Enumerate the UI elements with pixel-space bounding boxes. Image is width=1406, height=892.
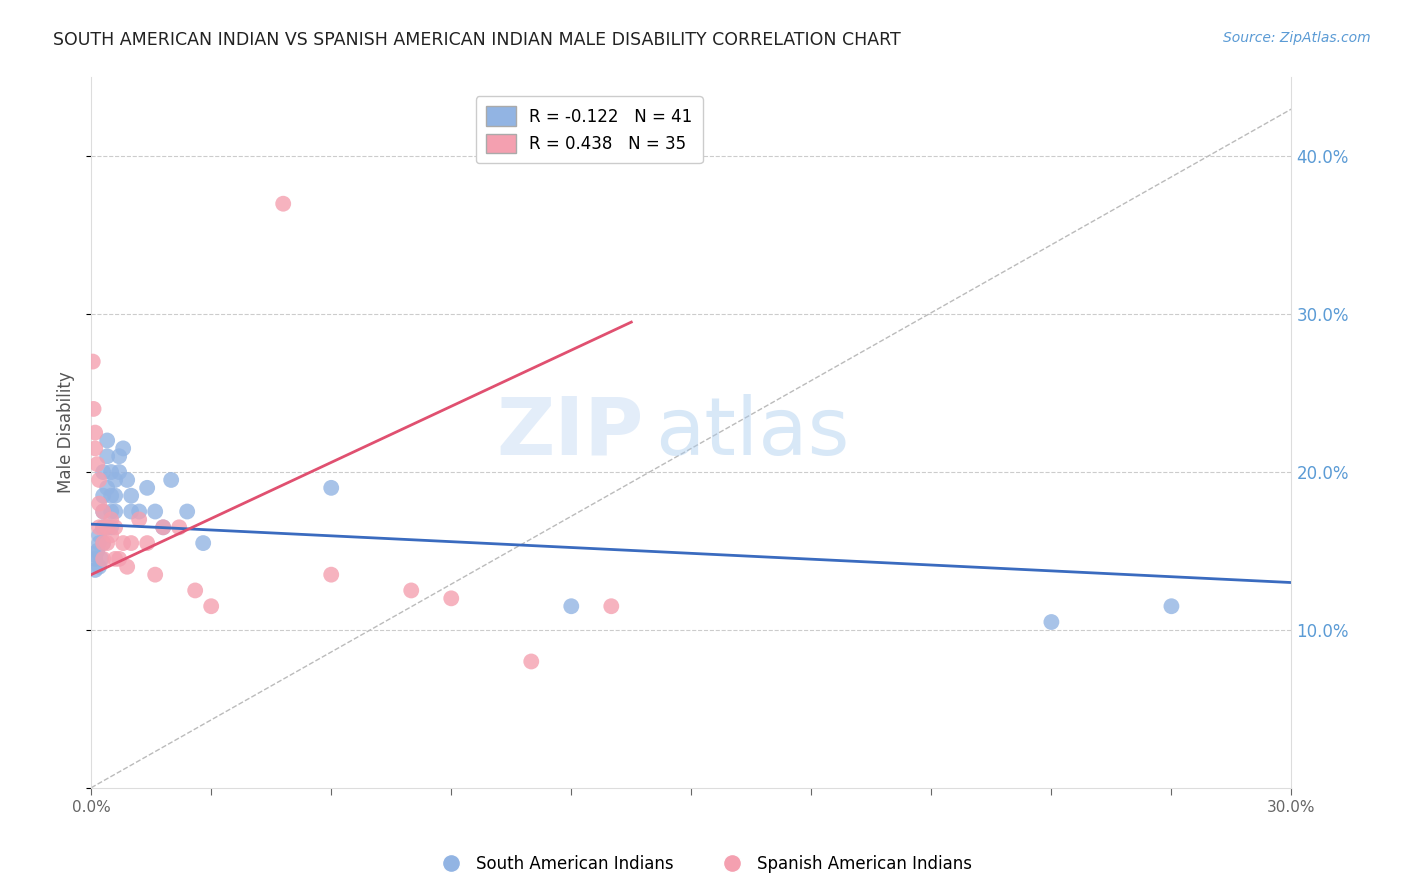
Point (143, 567, 166, 582)
Point (96, 520, 118, 534)
Point (89, 473, 111, 487)
Point (84, 552, 107, 566)
Point (600, 599, 623, 614)
Point (112, 442, 135, 456)
Point (86, 457, 108, 471)
Point (96, 520, 118, 534)
Point (91, 520, 114, 534)
Point (104, 504, 127, 518)
Point (108, 465, 131, 479)
Point (89, 528, 111, 542)
Point (143, 504, 166, 518)
Point (1040, 615, 1063, 629)
Point (120, 489, 142, 503)
Point (100, 504, 122, 518)
Point (104, 552, 127, 566)
Point (193, 536, 215, 550)
Point (91, 536, 114, 550)
Point (89, 536, 111, 550)
Point (91, 489, 114, 503)
Point (167, 520, 190, 534)
Point (91, 520, 114, 534)
Point (84, 442, 107, 456)
Point (1160, 599, 1182, 614)
Point (90, 552, 112, 566)
Point (104, 520, 127, 534)
Text: SOUTH AMERICAN INDIAN VS SPANISH AMERICAN INDIAN MALE DISABILITY CORRELATION CHA: SOUTH AMERICAN INDIAN VS SPANISH AMERICA… (53, 31, 901, 49)
Legend: South American Indians, Spanish American Indians: South American Indians, Spanish American… (427, 848, 979, 880)
Point (104, 473, 127, 487)
Point (399, 583, 422, 598)
Point (115, 559, 138, 574)
Point (440, 591, 463, 606)
Point (152, 520, 174, 534)
Point (200, 599, 222, 614)
Point (120, 536, 142, 550)
Point (108, 552, 131, 566)
Point (91, 536, 114, 550)
Point (271, 196, 294, 211)
Point (84, 563, 107, 577)
Legend: R = -0.122   N = 41, R = 0.438   N = 35: R = -0.122 N = 41, R = 0.438 N = 35 (477, 96, 703, 163)
Point (91, 504, 114, 518)
Point (115, 473, 138, 487)
Point (89, 520, 111, 534)
Point (89, 559, 111, 574)
Point (128, 504, 150, 518)
Text: Source: ZipAtlas.com: Source: ZipAtlas.com (1223, 31, 1371, 45)
Point (152, 520, 174, 534)
Point (160, 473, 183, 487)
Point (86, 544, 108, 558)
Point (91, 465, 114, 479)
Point (91, 552, 114, 566)
Point (100, 489, 122, 503)
Point (91, 504, 114, 518)
Point (112, 536, 135, 550)
Point (108, 450, 131, 464)
Point (100, 512, 122, 526)
Point (321, 567, 343, 582)
Point (100, 520, 122, 534)
Point (120, 504, 142, 518)
Point (96, 450, 118, 464)
Point (520, 655, 543, 669)
Point (83, 401, 105, 416)
Point (128, 512, 150, 526)
Point (82, 547, 104, 561)
Point (321, 481, 343, 495)
Point (82, 354, 104, 368)
Point (560, 599, 582, 614)
Point (176, 504, 198, 518)
Point (136, 481, 159, 495)
Point (184, 583, 207, 598)
Point (96, 536, 118, 550)
Point (100, 528, 122, 542)
Point (136, 536, 159, 550)
Point (84, 425, 107, 440)
Point (104, 489, 127, 503)
Text: atlas: atlas (655, 393, 849, 472)
Text: ZIP: ZIP (496, 393, 644, 472)
Point (96, 434, 118, 448)
Point (96, 481, 118, 495)
Y-axis label: Male Disability: Male Disability (58, 372, 75, 493)
Point (100, 465, 122, 479)
Point (89, 497, 111, 511)
